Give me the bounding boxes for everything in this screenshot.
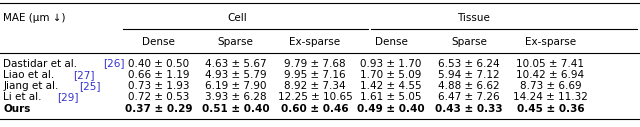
- Text: Jiang et al.: Jiang et al.: [3, 81, 62, 91]
- Text: 9.79 ± 7.68: 9.79 ± 7.68: [284, 59, 346, 68]
- Text: Sparse: Sparse: [218, 37, 253, 47]
- Text: Ex-sparse: Ex-sparse: [525, 37, 576, 47]
- Text: 0.49 ± 0.40: 0.49 ± 0.40: [357, 104, 425, 114]
- Text: 8.92 ± 7.34: 8.92 ± 7.34: [284, 81, 346, 91]
- Text: 9.95 ± 7.16: 9.95 ± 7.16: [284, 70, 346, 80]
- Text: 0.60 ± 0.46: 0.60 ± 0.46: [281, 104, 349, 114]
- Text: 0.73 ± 1.93: 0.73 ± 1.93: [128, 81, 189, 91]
- Text: 6.53 ± 6.24: 6.53 ± 6.24: [438, 59, 500, 68]
- Text: Liao et al.: Liao et al.: [3, 70, 58, 80]
- Text: 5.94 ± 7.12: 5.94 ± 7.12: [438, 70, 500, 80]
- Text: 1.70 ± 5.09: 1.70 ± 5.09: [360, 70, 422, 80]
- Text: 0.43 ± 0.33: 0.43 ± 0.33: [435, 104, 503, 114]
- Text: 4.88 ± 6.62: 4.88 ± 6.62: [438, 81, 500, 91]
- Text: 3.93 ± 6.28: 3.93 ± 6.28: [205, 92, 266, 102]
- Text: Li et al.: Li et al.: [3, 92, 45, 102]
- Text: 0.40 ± 0.50: 0.40 ± 0.50: [128, 59, 189, 68]
- Text: [29]: [29]: [57, 92, 79, 102]
- Text: [25]: [25]: [79, 81, 100, 91]
- Text: Dense: Dense: [142, 37, 175, 47]
- Text: 4.63 ± 5.67: 4.63 ± 5.67: [205, 59, 266, 68]
- Text: 0.37 ± 0.29: 0.37 ± 0.29: [125, 104, 193, 114]
- Text: 14.24 ± 11.32: 14.24 ± 11.32: [513, 92, 588, 102]
- Text: MAE (μm ↓): MAE (μm ↓): [3, 13, 66, 23]
- Text: Dense: Dense: [374, 37, 408, 47]
- Text: 1.42 ± 4.55: 1.42 ± 4.55: [360, 81, 422, 91]
- Text: Tissue: Tissue: [457, 13, 490, 23]
- Text: Sparse: Sparse: [451, 37, 487, 47]
- Text: Cell: Cell: [227, 13, 246, 23]
- Text: 0.51 ± 0.40: 0.51 ± 0.40: [202, 104, 269, 114]
- Text: 12.25 ± 10.65: 12.25 ± 10.65: [278, 92, 352, 102]
- Text: Dastidar et al.: Dastidar et al.: [3, 59, 81, 68]
- Text: 10.42 ± 6.94: 10.42 ± 6.94: [516, 70, 584, 80]
- Text: [26]: [26]: [103, 59, 125, 68]
- Text: 6.47 ± 7.26: 6.47 ± 7.26: [438, 92, 500, 102]
- Text: 0.45 ± 0.36: 0.45 ± 0.36: [516, 104, 584, 114]
- Text: 8.73 ± 6.69: 8.73 ± 6.69: [520, 81, 581, 91]
- Text: 6.19 ± 7.90: 6.19 ± 7.90: [205, 81, 266, 91]
- Text: Ex-sparse: Ex-sparse: [289, 37, 340, 47]
- Text: 4.93 ± 5.79: 4.93 ± 5.79: [205, 70, 266, 80]
- Text: 10.05 ± 7.41: 10.05 ± 7.41: [516, 59, 584, 68]
- Text: [27]: [27]: [74, 70, 95, 80]
- Text: 0.66 ± 1.19: 0.66 ± 1.19: [128, 70, 189, 80]
- Text: 0.93 ± 1.70: 0.93 ± 1.70: [360, 59, 422, 68]
- Text: 0.72 ± 0.53: 0.72 ± 0.53: [128, 92, 189, 102]
- Text: Ours: Ours: [3, 104, 31, 114]
- Text: 1.61 ± 5.05: 1.61 ± 5.05: [360, 92, 422, 102]
